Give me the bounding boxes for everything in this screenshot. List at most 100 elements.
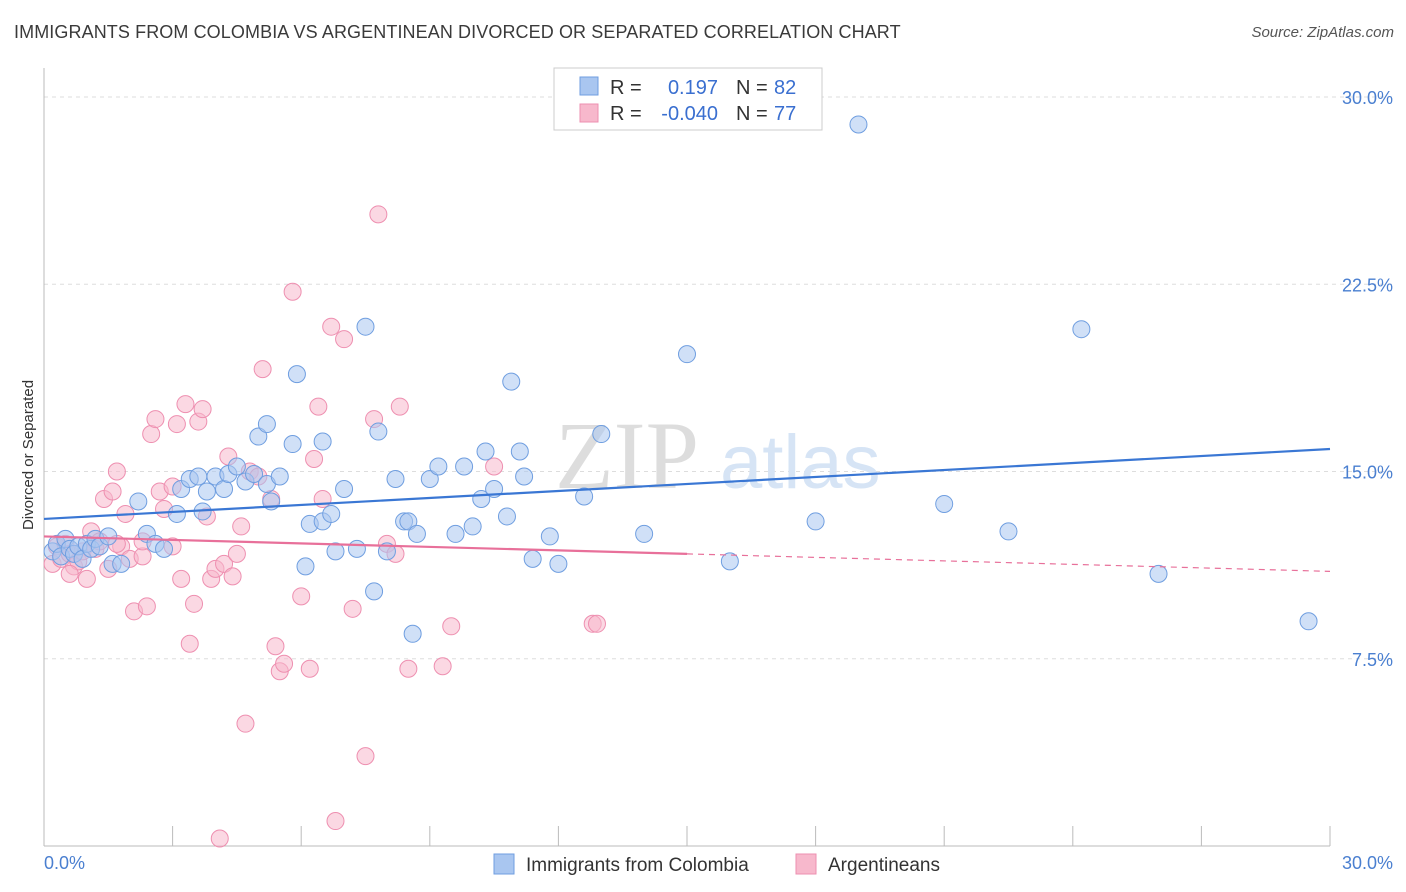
legend-r-value: -0.040 xyxy=(661,103,718,125)
argentinean-point xyxy=(335,330,354,349)
colombia-points xyxy=(43,115,1318,643)
argentinean-point xyxy=(283,282,302,301)
colombia-point xyxy=(257,415,276,434)
y-ticks: 7.5% 15.0% 22.5% 30.0% xyxy=(1342,88,1393,670)
chart-title: IMMIGRANTS FROM COLOMBIA VS ARGENTINEAN … xyxy=(14,22,901,42)
argentinean-point xyxy=(275,654,294,673)
colombia-point xyxy=(245,464,264,483)
colombia-point xyxy=(575,487,594,506)
argentinean-point xyxy=(133,547,152,566)
colombia-point xyxy=(420,469,439,488)
argentinean-point xyxy=(292,587,311,606)
colombia-point xyxy=(1072,320,1091,339)
legend-r-label: R = xyxy=(610,103,642,125)
argentinean-point xyxy=(176,395,195,414)
colombia-point xyxy=(403,624,422,643)
colombia-point xyxy=(502,372,521,391)
argentinean-point xyxy=(309,397,328,416)
argentinean-point xyxy=(60,564,79,583)
y-axis-label: Divorced or Separated xyxy=(20,380,37,530)
argentinean-point xyxy=(236,714,255,733)
legend-r-label: R = xyxy=(610,77,642,99)
watermark-atlas: atlas xyxy=(720,420,881,505)
argentinean-point xyxy=(172,569,191,588)
colombia-point xyxy=(720,552,739,571)
argentinean-point xyxy=(223,567,242,586)
colombia-point xyxy=(112,554,131,573)
legend-n-label: N = xyxy=(736,77,768,99)
y-tick-label: 22.5% xyxy=(1342,275,1393,295)
argentinean-point xyxy=(266,637,285,656)
argentinean-point xyxy=(485,457,504,476)
series-legend: Immigrants from Colombia Argentineans xyxy=(493,853,940,876)
legend-n-label: N = xyxy=(736,103,768,125)
colombia-point xyxy=(249,427,268,446)
colombia-point xyxy=(549,554,568,573)
legend-swatch-colombia xyxy=(493,853,515,875)
colombia-point xyxy=(999,522,1018,541)
colombia-point xyxy=(678,345,696,364)
trend-line-extrapolated xyxy=(686,553,1331,572)
argentinean-point xyxy=(356,747,375,766)
colombia-point xyxy=(377,542,396,561)
argentinean-point xyxy=(146,410,165,429)
colombia-point xyxy=(540,527,559,546)
argentinean-point xyxy=(185,594,204,613)
colombia-point xyxy=(806,512,825,531)
y-tick-label: 15.0% xyxy=(1342,463,1393,483)
colombia-point xyxy=(189,467,208,486)
argentinean-point xyxy=(210,829,229,848)
colombia-point xyxy=(227,457,246,476)
colombia-point xyxy=(455,457,474,476)
colombia-point xyxy=(129,492,148,511)
colombia-point xyxy=(369,422,388,441)
y-tick-label: 7.5% xyxy=(1352,650,1393,670)
legend-r-value: 0.197 xyxy=(668,77,718,99)
colombia-point xyxy=(365,582,384,601)
colombia-point xyxy=(283,435,302,454)
trend-line xyxy=(43,535,688,555)
argentinean-point xyxy=(587,614,606,633)
legend-n-value: 82 xyxy=(774,77,796,99)
colombia-point xyxy=(167,504,186,523)
argentinean-point xyxy=(227,544,246,563)
axes-layer xyxy=(43,68,1331,847)
argentinean-point xyxy=(442,617,461,636)
trend-lines xyxy=(43,447,1331,572)
argentinean-point xyxy=(433,657,452,676)
colombia-point xyxy=(1149,564,1168,583)
argentinean-point xyxy=(399,659,418,678)
colombia-point xyxy=(99,527,118,546)
argentinean-point xyxy=(322,317,341,336)
colombia-point xyxy=(347,539,366,558)
colombia-point xyxy=(313,432,332,451)
argentinean-point xyxy=(369,205,388,224)
colombia-point xyxy=(635,524,654,543)
argentinean-point xyxy=(253,360,272,379)
colombia-point xyxy=(155,539,174,558)
colombia-point xyxy=(446,524,465,543)
legend-label-colombia: Immigrants from Colombia xyxy=(526,855,749,876)
colombia-point xyxy=(215,479,234,498)
colombia-point xyxy=(296,557,315,576)
argentinean-point xyxy=(103,482,122,501)
legend-swatch-argentineans xyxy=(795,853,817,875)
argentinean-point xyxy=(167,415,186,434)
colombia-point xyxy=(1299,612,1318,631)
argentinean-point xyxy=(326,812,345,831)
colombia-point xyxy=(399,512,418,531)
legend-swatch-blue xyxy=(579,76,599,96)
colombia-point xyxy=(935,494,954,513)
stats-legend: R = 0.197 N = 82 R = -0.040 N = 77 xyxy=(553,67,823,131)
colombia-point xyxy=(197,482,216,501)
argentinean-point xyxy=(193,400,212,419)
colombia-point xyxy=(476,442,495,461)
colombia-point xyxy=(407,524,426,543)
argentinean-point xyxy=(180,634,199,653)
colombia-point xyxy=(523,549,542,568)
argentinean-point xyxy=(142,425,161,444)
argentinean-point xyxy=(300,659,319,678)
y-tick-label: 30.0% xyxy=(1342,88,1393,108)
argentinean-point xyxy=(232,517,251,536)
argentinean-point xyxy=(77,569,96,588)
